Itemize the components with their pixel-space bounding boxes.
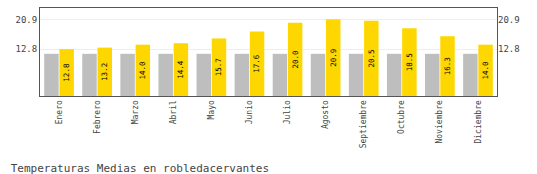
svg-text:20.9: 20.9 (329, 48, 338, 67)
svg-text:Febrero: Febrero (93, 100, 102, 134)
svg-text:12.8: 12.8 (16, 44, 38, 54)
svg-text:Abril: Abril (169, 100, 178, 124)
svg-text:Enero: Enero (55, 100, 64, 124)
svg-text:Junio: Junio (245, 100, 254, 124)
svg-text:Agosto: Agosto (321, 100, 330, 129)
svg-text:13.2: 13.2 (100, 63, 109, 81)
svg-text:Marzo: Marzo (131, 100, 140, 124)
svg-text:16.3: 16.3 (443, 57, 452, 75)
svg-text:14.4: 14.4 (176, 60, 185, 79)
svg-text:14.0: 14.0 (481, 61, 490, 80)
svg-text:12.8: 12.8 (62, 63, 71, 82)
svg-text:14.0: 14.0 (138, 61, 147, 80)
svg-text:Noviembre: Noviembre (435, 100, 444, 144)
svg-text:Octubre: Octubre (397, 100, 406, 134)
svg-text:20.9: 20.9 (498, 15, 520, 25)
svg-text:18.5: 18.5 (405, 53, 414, 71)
svg-text:20.5: 20.5 (367, 49, 376, 67)
svg-text:15.7: 15.7 (214, 58, 223, 76)
svg-text:17.6: 17.6 (252, 54, 261, 73)
svg-text:Septiembre: Septiembre (359, 100, 368, 148)
svg-text:12.8: 12.8 (498, 44, 520, 54)
svg-text:Diciembre: Diciembre (474, 100, 483, 144)
svg-text:Julio: Julio (283, 100, 292, 124)
svg-text:Mayo: Mayo (207, 100, 216, 119)
svg-text:20.9: 20.9 (16, 15, 38, 25)
svg-text:20.0: 20.0 (291, 50, 300, 69)
svg-text:Temperaturas Medias en robleda: Temperaturas Medias en robledacervantes (11, 162, 269, 174)
